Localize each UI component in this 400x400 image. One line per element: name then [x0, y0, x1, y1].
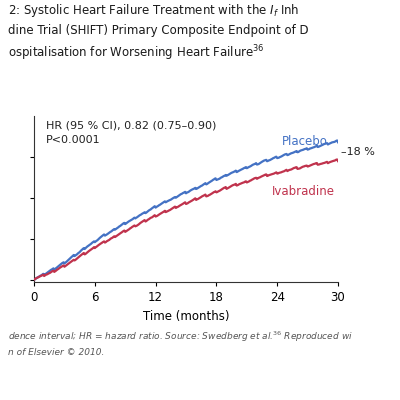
Text: 2: Systolic Heart Failure Treatment with the $\mathit{I}_f$ Inh
dine Trial (SHIF: 2: Systolic Heart Failure Treatment with…: [8, 2, 309, 62]
Text: dence interval; HR = hazard ratio. Source: Swedberg et al.$^{36}$ Reproduced wi
: dence interval; HR = hazard ratio. Sourc…: [8, 330, 353, 357]
Text: HR (95 % CI), 0.82 (0.75–0.90)
P<0.0001: HR (95 % CI), 0.82 (0.75–0.90) P<0.0001: [46, 121, 216, 145]
Text: Placebo: Placebo: [282, 135, 328, 148]
Text: Ivabradine: Ivabradine: [272, 185, 335, 198]
Text: –18 %: –18 %: [341, 147, 375, 157]
X-axis label: Time (months): Time (months): [143, 310, 229, 322]
